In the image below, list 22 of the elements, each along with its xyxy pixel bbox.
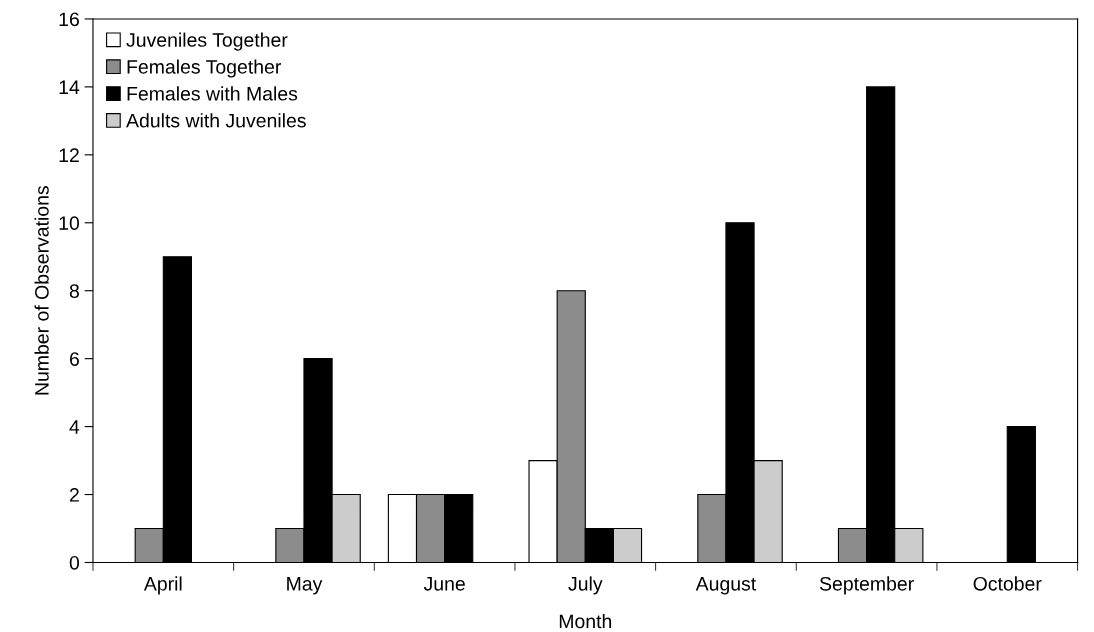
- x-tick-label: August: [695, 577, 757, 595]
- legend-label: Females with Males: [127, 86, 298, 101]
- y-tick-label: 8: [69, 284, 79, 298]
- x-tick-label: June: [423, 577, 465, 591]
- y-tick-label: 10: [59, 216, 80, 231]
- x-tick-label: October: [973, 576, 1042, 591]
- x-tick-label: July: [568, 576, 603, 595]
- x-tick-label: April: [143, 576, 182, 595]
- y-tick-label: 2: [69, 488, 79, 502]
- y-tick-label: 16: [59, 12, 79, 27]
- y-tick-label: 14: [59, 80, 80, 94]
- legend-label: Females Together: [127, 59, 282, 78]
- x-tick-label: September: [819, 576, 914, 595]
- y-tick-label: 6: [69, 352, 79, 366]
- x-tick-label: May: [287, 577, 323, 595]
- x-axis-title: Month: [559, 613, 612, 629]
- y-axis-title: Number of Observations: [34, 186, 49, 395]
- legend-label: Adults with Juveniles: [126, 113, 306, 128]
- y-tick-label: 4: [69, 420, 80, 434]
- legend-label: Juveniles Together: [126, 32, 288, 51]
- y-tick-label: 12: [59, 148, 79, 162]
- y-tick-label: 0: [69, 555, 80, 570]
